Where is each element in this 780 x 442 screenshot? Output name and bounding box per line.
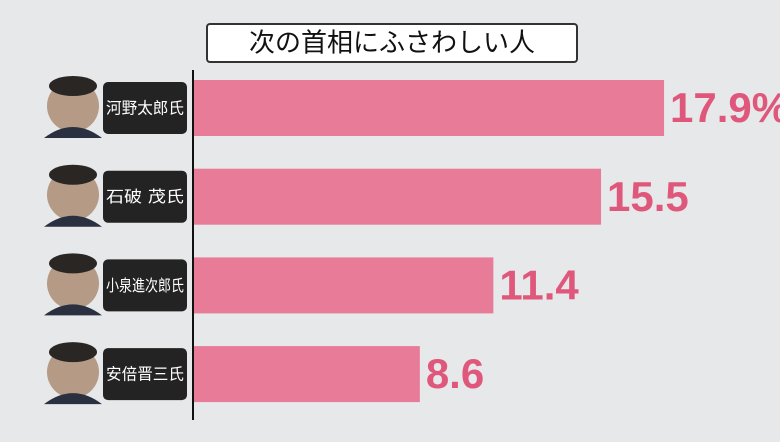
label-box <box>103 170 187 223</box>
portrait-suit <box>44 304 102 316</box>
portrait-hair <box>49 253 97 274</box>
y-tick-label: 小泉進次郎氏 <box>106 276 184 295</box>
value-label: 15.5 <box>607 173 689 220</box>
bar <box>194 346 420 403</box>
value-label: 17.9% <box>670 84 780 131</box>
bar <box>194 257 494 314</box>
portrait-hair <box>49 342 97 363</box>
y-tick-label: 石破 茂氏 <box>106 187 184 206</box>
chart-title: 次の首相にふさわしい人 <box>249 29 535 59</box>
y-tick-label: 安倍晋三氏 <box>106 365 184 384</box>
portrait-hair <box>49 164 97 185</box>
label-box <box>103 259 187 312</box>
portrait-suit <box>44 215 102 227</box>
value-label: 11.4 <box>499 261 579 308</box>
value-label: 8.6 <box>426 350 484 397</box>
portrait-suit <box>44 393 102 405</box>
bar <box>194 80 665 136</box>
portrait-hair <box>49 76 97 96</box>
bar <box>194 168 602 225</box>
y-tick-label: 河野太郎氏 <box>106 99 184 118</box>
label-box <box>103 348 187 401</box>
portrait-suit <box>44 127 102 138</box>
title-box <box>206 23 578 63</box>
label-box <box>103 82 187 134</box>
